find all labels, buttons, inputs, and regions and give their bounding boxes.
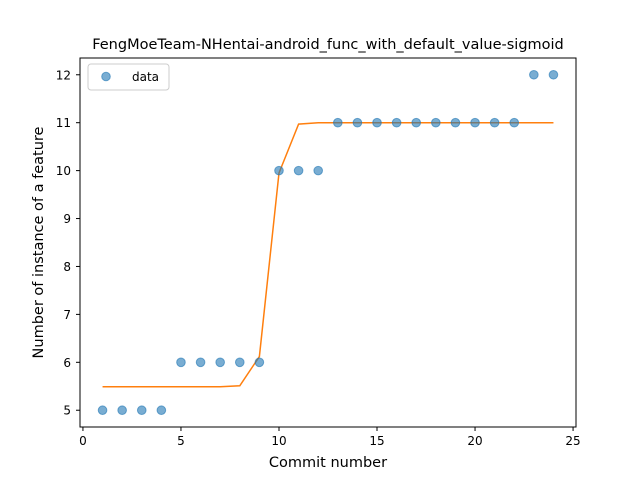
y-tick-label: 6 [63, 356, 71, 370]
data-point [215, 357, 225, 368]
axes-frame [79, 57, 577, 428]
y-tick-label: 8 [63, 260, 71, 274]
data-point [293, 165, 304, 176]
data-point [333, 117, 343, 128]
chart-title: FengMoeTeam-NHentai-android_func_with_de… [92, 37, 564, 53]
y-tick-label: 9 [63, 212, 71, 226]
legend-label: data [132, 70, 159, 84]
y-axis-label: Number of instance of a feature [31, 126, 47, 358]
data-point [450, 117, 461, 128]
x-tick-label: 0 [79, 434, 87, 448]
x-tick-label: 25 [565, 434, 580, 448]
data-point [176, 357, 186, 368]
y-tick-label: 10 [56, 164, 71, 178]
x-axis-label: Commit number [269, 455, 387, 471]
data-point [234, 357, 245, 368]
plot-area [97, 69, 559, 416]
y-tick-label: 7 [63, 308, 71, 322]
data-point [313, 165, 323, 176]
data-point [254, 357, 265, 368]
y-tick-label: 5 [63, 404, 71, 418]
data-point [411, 117, 422, 128]
data-point [156, 405, 167, 416]
y-tick-label: 12 [56, 68, 71, 82]
legend-marker [101, 71, 111, 82]
x-tick-label: 20 [467, 434, 482, 448]
y-tick-label: 11 [56, 116, 71, 130]
legend: data [87, 63, 170, 91]
data-point [97, 405, 108, 416]
data-point [431, 117, 441, 128]
data-point [274, 165, 284, 176]
data-point [548, 69, 559, 80]
fit-line [102, 121, 554, 388]
data-point [529, 69, 539, 80]
data-point [509, 117, 520, 128]
x-tick-label: 15 [369, 434, 384, 448]
data-point [136, 405, 147, 416]
data-point [391, 117, 402, 128]
data-point [352, 117, 363, 128]
data-point [195, 357, 206, 368]
data-point [117, 405, 127, 416]
data-point [489, 117, 500, 128]
legend-box [87, 63, 170, 91]
x-axis: 0 5 10 15 20 25 [79, 427, 581, 448]
y-axis: 5 6 7 8 9 10 11 12 [56, 68, 80, 418]
data-point [372, 117, 382, 128]
x-tick-label: 10 [271, 434, 286, 448]
x-tick-label: 5 [177, 434, 185, 448]
data-point [470, 117, 480, 128]
